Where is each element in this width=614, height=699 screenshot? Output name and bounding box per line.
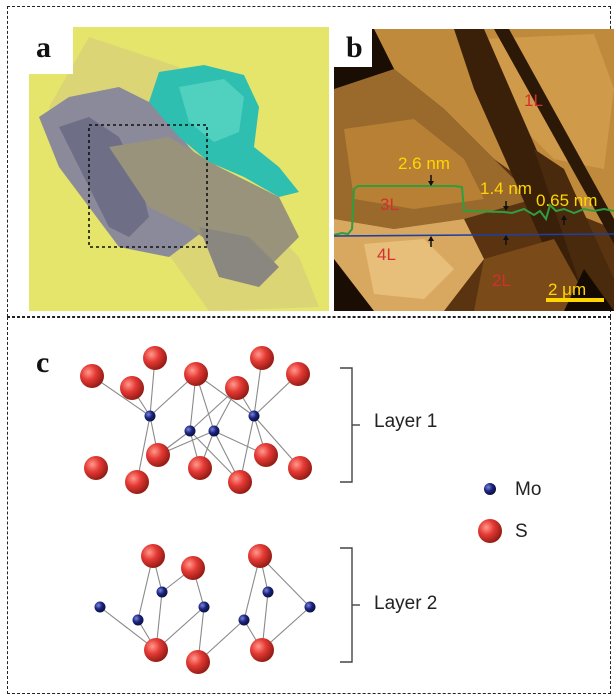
s-atom (188, 456, 212, 480)
s-atom (84, 456, 108, 480)
step-height-2-6: 2.6 nm (398, 154, 450, 173)
s-atom (181, 556, 205, 580)
mos2-structure (80, 346, 502, 674)
afm-label-4L: 4L (377, 245, 396, 264)
layer-2-label: Layer 2 (374, 593, 438, 614)
legend-s-atom (478, 519, 502, 543)
panel-a-label-bg (17, 18, 73, 74)
afm-label-3L: 3L (380, 195, 399, 214)
afm-label-1L: 1L (524, 91, 543, 110)
afm-image (333, 29, 614, 311)
panel-a-label: a (36, 31, 51, 64)
s-atom (141, 544, 165, 568)
s-atom (286, 362, 310, 386)
mo-atom (262, 586, 274, 598)
legend-mo-atom (484, 483, 496, 495)
s-atom (143, 346, 167, 370)
s-atom (80, 364, 104, 388)
s-atom (254, 443, 278, 467)
layer-1-label: Layer 1 (374, 411, 438, 432)
mo-atom (208, 425, 220, 437)
mo-atom (184, 425, 196, 437)
mo-atom (248, 410, 260, 422)
legend-s-label: S (515, 521, 528, 542)
panel-b-label: b (346, 31, 363, 64)
s-atom (186, 650, 210, 674)
panel-b-label-box (334, 29, 372, 67)
optical-image (29, 27, 329, 311)
mo-atom (132, 614, 144, 626)
s-atom (184, 362, 208, 386)
mo-atom (156, 586, 168, 598)
s-atom (288, 456, 312, 480)
s-atom (225, 376, 249, 400)
legend-mo-label: Mo (515, 479, 542, 500)
panel-c-label: c (36, 346, 50, 379)
s-atom (228, 470, 252, 494)
s-atom (248, 544, 272, 568)
panel-bottom-border (7, 317, 611, 694)
mo-atom (304, 601, 316, 613)
step-height-1-4: 1.4 nm (480, 179, 532, 198)
mo-atom (198, 601, 210, 613)
mo-atom (238, 614, 250, 626)
s-atom (120, 376, 144, 400)
scale-bar-label: 2 μm (548, 280, 587, 299)
s-atom (144, 638, 168, 662)
mo-atom (144, 410, 156, 422)
mo-atom (94, 601, 106, 613)
s-atom (250, 346, 274, 370)
s-atom (125, 470, 149, 494)
s-atom (250, 638, 274, 662)
step-height-0-65: 0.65 nm (536, 191, 598, 210)
afm-label-2L: 2L (492, 271, 511, 290)
s-atom (146, 443, 170, 467)
